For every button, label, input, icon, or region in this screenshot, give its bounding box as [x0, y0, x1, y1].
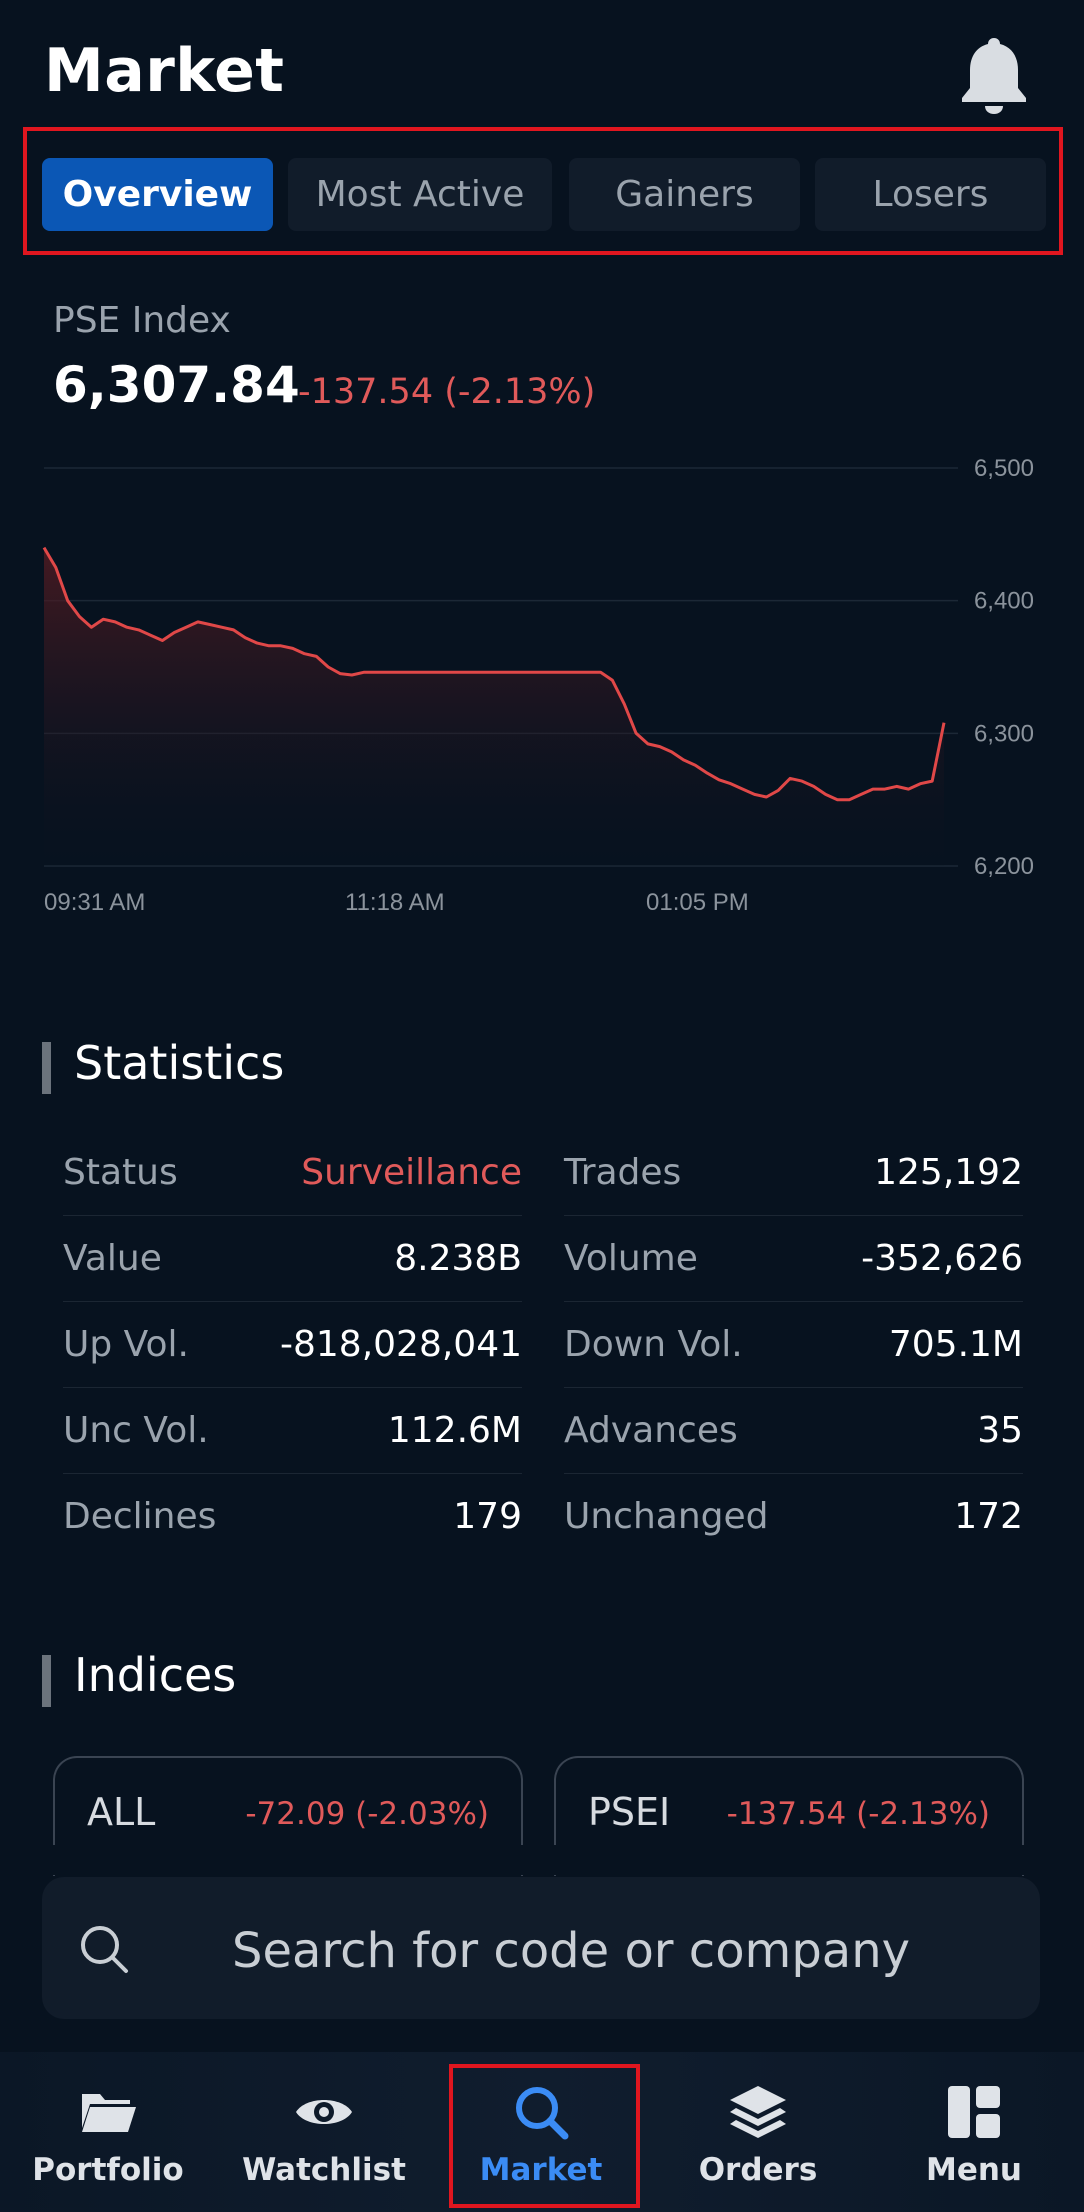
index-chart[interactable]: 6,500 6,400 6,300 6,200 09:31 AM 11:18 AM 01:0…: [0, 440, 1084, 930]
layers-icon: [730, 2086, 786, 2138]
stat-label: Declines: [63, 1496, 217, 1537]
scroll-fade: [0, 1845, 1084, 1875]
nav-watchlist[interactable]: Watchlist: [216, 2052, 432, 2212]
nav-portfolio[interactable]: Portfolio: [0, 2052, 216, 2212]
chart-area: [44, 547, 944, 866]
bottom-nav: Portfolio Watchlist Market Orders Menu: [0, 2052, 1084, 2212]
page-title: Market: [44, 36, 285, 106]
stat-label: Up Vol.: [63, 1324, 189, 1365]
nav-label: Watchlist: [242, 2152, 406, 2188]
folder-icon: [82, 2094, 136, 2132]
stat-label: Down Vol.: [564, 1324, 743, 1365]
statistics-title: Statistics: [74, 1036, 285, 1090]
dashboard-icon: [948, 2086, 1000, 2138]
tabs-highlight: [23, 127, 1063, 255]
index-card-all[interactable]: ALL -72.09 (-2.03%): [53, 1756, 523, 1876]
stat-declines: Declines 179: [63, 1474, 522, 1560]
search-icon: [516, 2087, 569, 2140]
nav-label: Menu: [925, 2152, 1022, 2188]
chart-x-tick: 11:18 AM: [345, 889, 445, 916]
chart-y-tick: 6,200: [974, 853, 1034, 880]
stat-label: Unc Vol.: [63, 1410, 209, 1451]
nav-highlight: [449, 2064, 640, 2208]
nav-market[interactable]: Market: [433, 2052, 649, 2212]
search-icon: [81, 1926, 128, 1973]
stat-label: Unchanged: [564, 1496, 769, 1537]
index-card-change: -137.54 (-2.13%): [726, 1796, 990, 1832]
nav-menu[interactable]: Menu: [866, 2052, 1082, 2212]
chart-y-tick: 6,300: [974, 720, 1034, 747]
stat-trades: Trades 125,192: [564, 1130, 1023, 1216]
search-bar[interactable]: Search for code or company: [42, 1877, 1040, 2019]
stat-label: Volume: [564, 1238, 698, 1279]
stat-advances: Advances 35: [564, 1388, 1023, 1474]
stat-value-row: Value 8.238B: [63, 1216, 522, 1302]
bell-icon[interactable]: [958, 34, 1030, 114]
tab-most-active[interactable]: Most Active: [288, 158, 552, 231]
stat-value: Surveillance: [301, 1152, 522, 1193]
stat-value: 112.6M: [387, 1410, 522, 1451]
index-card-change: -72.09 (-2.03%): [245, 1796, 489, 1832]
stat-label: Status: [63, 1152, 178, 1193]
index-card-name: PSEI: [588, 1790, 671, 1834]
stat-volume: Volume -352,626: [564, 1216, 1023, 1302]
chart-y-tick: 6,400: [974, 588, 1034, 615]
stat-down-vol: Down Vol. 705.1M: [564, 1302, 1023, 1388]
stat-value: -818,028,041: [279, 1324, 522, 1365]
stat-value: 8.238B: [394, 1238, 522, 1279]
indices-title: Indices: [74, 1648, 237, 1702]
index-change: -137.54 (-2.13%): [298, 372, 596, 412]
index-card-psei[interactable]: PSEI -137.54 (-2.13%): [554, 1756, 1024, 1876]
header: Market: [0, 0, 1084, 130]
stat-label: Trades: [564, 1152, 682, 1193]
chart-y-tick: 6,500: [974, 455, 1034, 482]
stat-label: Value: [63, 1238, 162, 1279]
stat-value: 705.1M: [888, 1324, 1023, 1365]
tab-overview[interactable]: Overview: [42, 158, 273, 231]
stat-up-vol: Up Vol. -818,028,041: [63, 1302, 522, 1388]
stat-label: Advances: [564, 1410, 738, 1451]
stat-unchanged: Unchanged 172: [564, 1474, 1023, 1560]
index-name: PSE Index: [53, 300, 231, 341]
stat-value: 179: [453, 1496, 522, 1537]
tab-losers[interactable]: Losers: [815, 158, 1046, 231]
section-marker: [42, 1042, 51, 1094]
nav-orders[interactable]: Orders: [650, 2052, 866, 2212]
stat-status: Status Surveillance: [63, 1130, 522, 1216]
nav-label: Orders: [698, 2152, 818, 2188]
tab-gainers[interactable]: Gainers: [569, 158, 800, 231]
nav-label: Portfolio: [32, 2152, 184, 2188]
stat-value: 125,192: [874, 1152, 1023, 1193]
eye-icon: [296, 2100, 352, 2124]
stat-value: -352,626: [861, 1238, 1023, 1279]
chart-x-tick: 01:05 PM: [646, 889, 749, 916]
nav-label: Market: [479, 2152, 603, 2188]
stat-value: 172: [954, 1496, 1023, 1537]
stat-unc-vol: Unc Vol. 112.6M: [63, 1388, 522, 1474]
chart-x-tick: 09:31 AM: [44, 889, 145, 916]
section-marker: [42, 1655, 51, 1707]
stat-value: 35: [977, 1410, 1023, 1451]
index-card-name: ALL: [87, 1790, 156, 1834]
chart-series-line: [42, 546, 946, 802]
index-value: 6,307.84: [53, 356, 300, 414]
search-placeholder: Search for code or company: [232, 1923, 911, 1979]
